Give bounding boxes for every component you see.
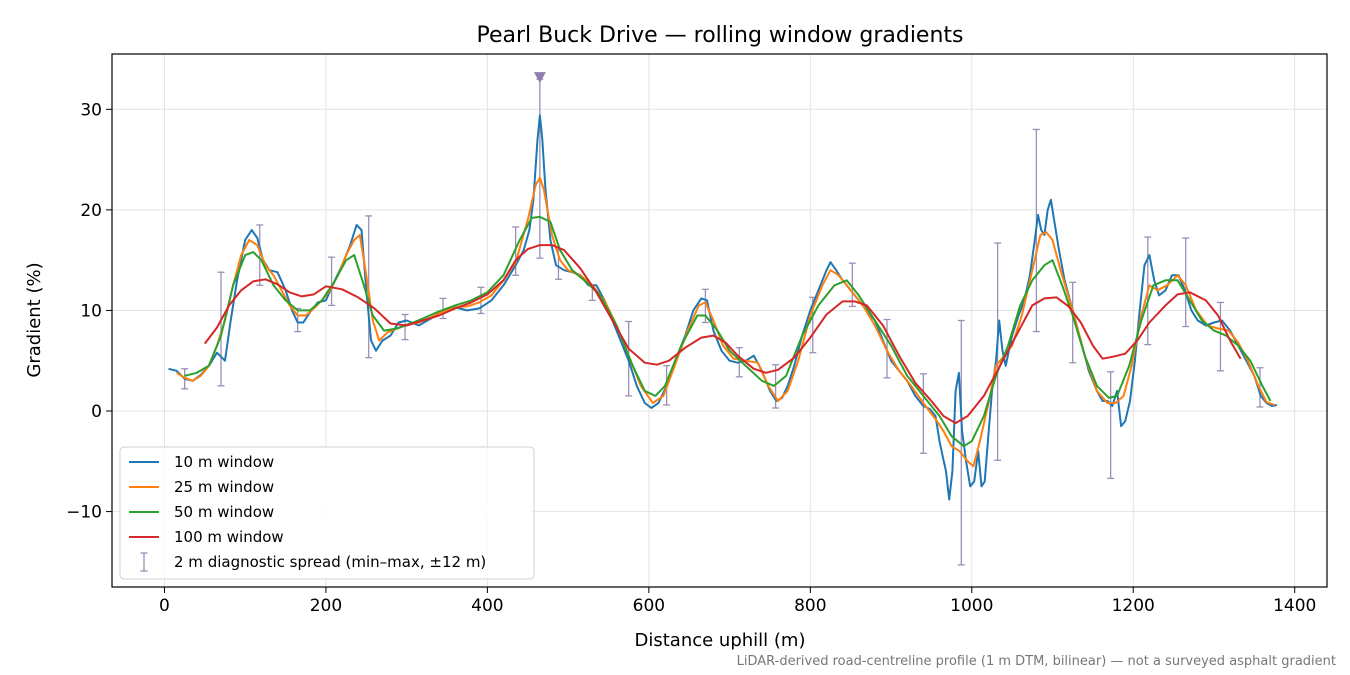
errorbar: [439, 297, 447, 320]
y-axis-label: Gradient (%): [24, 262, 45, 377]
errorbar: [1216, 301, 1224, 372]
errorbar: [401, 313, 409, 341]
chart-title: Pearl Buck Drive — rolling window gradie…: [476, 23, 963, 48]
legend-label: 50 m window: [174, 503, 274, 521]
legend: 10 m window 25 m window 50 m window 100 m w…: [119, 446, 535, 580]
legend-label: 2 m diagnostic spread (min–max, ±12 m): [174, 553, 486, 571]
x-tick-label: 800: [794, 596, 826, 616]
errorbar: [536, 78, 544, 259]
peak-marker: [533, 72, 546, 84]
series-line-2: [176, 176, 1275, 468]
legend-box: [119, 446, 535, 580]
peak-marker-group: [533, 72, 546, 84]
errorbar: [919, 373, 927, 454]
x-tick-label: 0: [159, 596, 170, 616]
errorbar: [957, 319, 965, 566]
y-tick-label: 20: [80, 201, 102, 221]
y-tick-label: 30: [80, 100, 102, 120]
errorbar: [1107, 371, 1115, 480]
x-tick-label: 1200: [1112, 596, 1155, 616]
legend-label: 10 m window: [174, 453, 274, 471]
errorbar-group: [181, 78, 1264, 566]
legend-label: 25 m window: [174, 478, 274, 496]
y-tick-label: −10: [66, 503, 102, 523]
x-tick-label: 200: [310, 596, 342, 616]
footnote: LiDAR-derived road-centreline profile (1…: [737, 654, 1336, 669]
x-tick-label: 1000: [950, 596, 993, 616]
series-line-4: [204, 244, 1242, 425]
x-tick-label: 400: [471, 596, 503, 616]
errorbar: [256, 224, 264, 286]
errorbar: [848, 262, 856, 308]
x-axis-label: Distance uphill (m): [635, 630, 806, 651]
x-tick-label: 600: [633, 596, 665, 616]
legend-errorbar-swatch: [140, 552, 148, 572]
errorbar: [217, 271, 225, 387]
y-tick-label: 10: [80, 301, 102, 321]
series-group: [168, 114, 1278, 501]
errorbar: [1069, 281, 1077, 364]
axis-ticks: 0 200 400 600 800 1000 1200 1400 −10 0 10 20 30: [66, 100, 1316, 616]
errorbar: [1182, 237, 1190, 328]
errorbar: [328, 256, 336, 307]
plot-frame: [111, 53, 1328, 588]
y-tick-label: 0: [91, 402, 102, 422]
legend-label: 100 m window: [174, 528, 284, 546]
x-tick-label: 1400: [1273, 596, 1316, 616]
